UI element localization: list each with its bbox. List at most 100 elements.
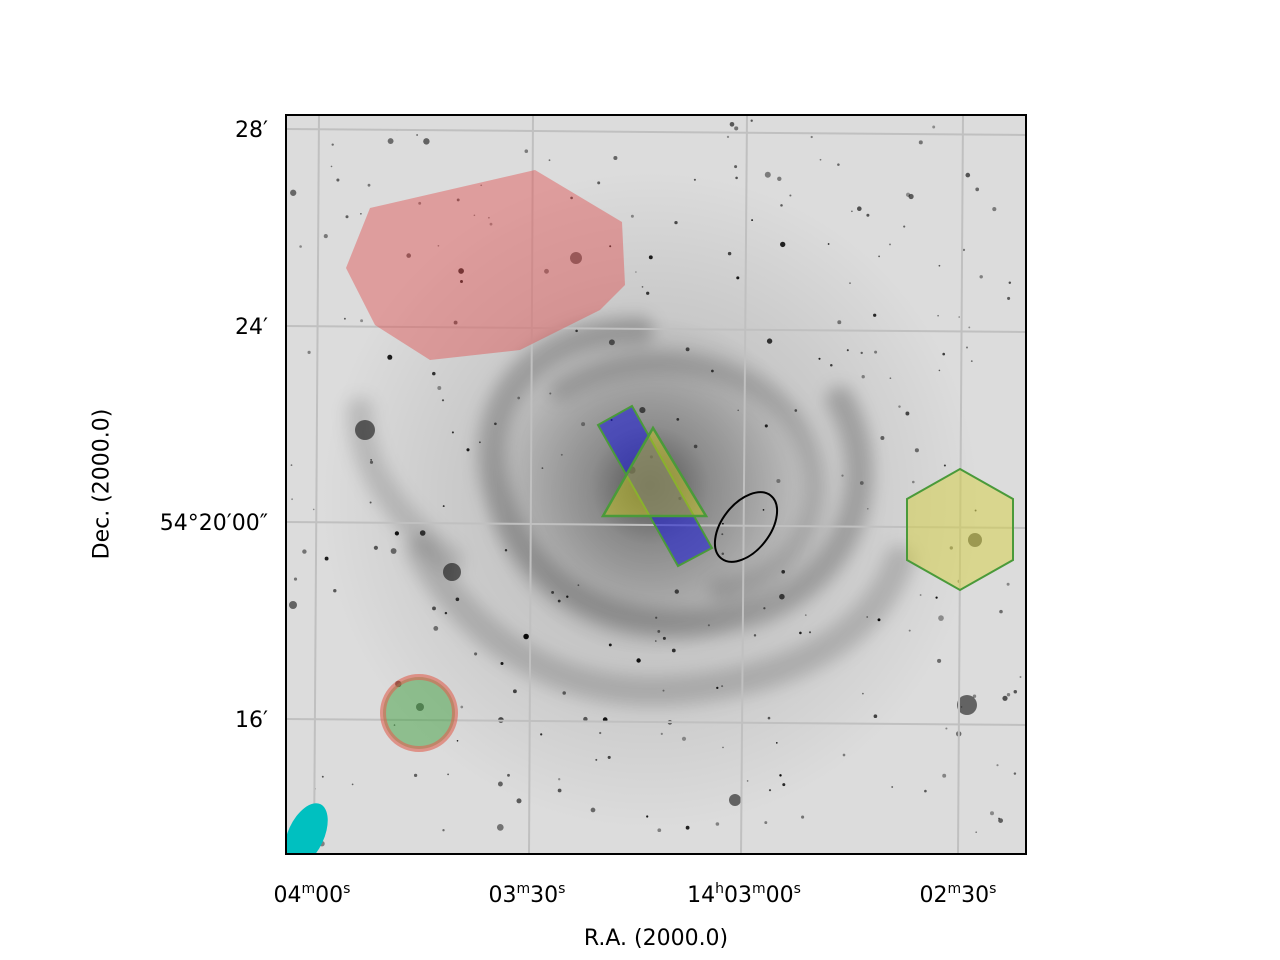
star bbox=[583, 716, 588, 722]
star bbox=[419, 530, 426, 536]
yellow-triangle-region[interactable] bbox=[600, 425, 709, 518]
star bbox=[780, 204, 783, 207]
red-polygon-region[interactable] bbox=[346, 170, 625, 360]
x-tick-label-1: 04m00s bbox=[273, 881, 351, 908]
star bbox=[945, 727, 948, 730]
star bbox=[764, 424, 768, 428]
star bbox=[789, 194, 792, 197]
star bbox=[299, 245, 302, 248]
star bbox=[360, 212, 362, 215]
star bbox=[1013, 689, 1018, 694]
star bbox=[866, 616, 869, 618]
black-ellipse-region[interactable] bbox=[702, 481, 789, 574]
star bbox=[1008, 281, 1012, 285]
x-axis-label: R.A. (2000.0) bbox=[583, 926, 729, 951]
star bbox=[291, 498, 293, 501]
star bbox=[918, 140, 923, 145]
star bbox=[551, 590, 555, 594]
star bbox=[861, 375, 865, 379]
star bbox=[721, 552, 725, 556]
star bbox=[293, 577, 298, 581]
star bbox=[780, 241, 786, 248]
star bbox=[641, 286, 644, 288]
x-tick-label-2: 03m30s bbox=[488, 881, 566, 908]
star bbox=[857, 206, 862, 211]
star bbox=[541, 467, 544, 469]
star bbox=[727, 251, 732, 256]
star bbox=[331, 143, 334, 146]
star bbox=[721, 533, 724, 536]
star bbox=[369, 501, 372, 504]
star bbox=[937, 314, 939, 317]
star bbox=[942, 352, 946, 356]
star bbox=[827, 243, 830, 245]
star bbox=[779, 774, 782, 777]
star bbox=[873, 313, 877, 317]
green-circle-region[interactable] bbox=[380, 674, 458, 752]
star bbox=[480, 184, 483, 187]
star bbox=[873, 714, 878, 719]
star bbox=[968, 326, 971, 329]
star bbox=[715, 822, 720, 826]
star bbox=[312, 508, 315, 511]
star bbox=[442, 505, 445, 508]
star bbox=[924, 789, 927, 793]
star bbox=[685, 347, 690, 352]
cyan-ellipse-region[interactable] bbox=[275, 797, 336, 874]
star bbox=[1006, 693, 1011, 697]
x-tick-label-4: 02m30s bbox=[919, 881, 997, 908]
star-cluster bbox=[355, 420, 375, 440]
star bbox=[998, 818, 1004, 824]
star bbox=[999, 609, 1003, 614]
star bbox=[801, 815, 805, 819]
star bbox=[523, 633, 529, 640]
star-cluster bbox=[729, 794, 741, 806]
star bbox=[674, 220, 678, 225]
star bbox=[1019, 676, 1022, 678]
star bbox=[767, 716, 771, 720]
star bbox=[938, 264, 941, 267]
star bbox=[367, 183, 371, 187]
star bbox=[413, 773, 418, 778]
star bbox=[707, 624, 710, 627]
star bbox=[460, 280, 463, 283]
star bbox=[330, 165, 333, 168]
star bbox=[746, 780, 749, 782]
star bbox=[862, 692, 864, 695]
star bbox=[753, 634, 757, 637]
y-axis-label: Dec. (2000.0) bbox=[89, 408, 115, 560]
star bbox=[938, 615, 944, 621]
star bbox=[512, 689, 517, 694]
star bbox=[979, 275, 983, 279]
star bbox=[646, 291, 650, 295]
star bbox=[441, 399, 445, 402]
star bbox=[608, 339, 615, 346]
spiral-arms bbox=[347, 316, 915, 707]
star bbox=[837, 163, 840, 166]
star bbox=[360, 319, 364, 323]
star bbox=[1013, 772, 1017, 775]
star bbox=[290, 464, 293, 466]
y-tick-label-3: 54°20′00″ bbox=[159, 511, 268, 536]
star bbox=[842, 753, 846, 757]
star bbox=[965, 172, 971, 178]
star bbox=[302, 549, 307, 554]
star bbox=[660, 732, 663, 736]
star bbox=[837, 320, 842, 325]
star bbox=[497, 781, 503, 787]
star bbox=[859, 481, 864, 485]
star bbox=[779, 593, 785, 600]
star bbox=[473, 214, 476, 217]
star bbox=[768, 789, 772, 792]
star bbox=[581, 422, 586, 427]
star bbox=[433, 625, 439, 631]
star bbox=[846, 349, 849, 352]
star bbox=[726, 135, 730, 139]
yellow-hexagon-region[interactable] bbox=[906, 467, 1014, 592]
star bbox=[599, 731, 602, 735]
star bbox=[781, 569, 786, 574]
star bbox=[711, 369, 714, 373]
star bbox=[654, 640, 657, 642]
star bbox=[1002, 695, 1008, 701]
